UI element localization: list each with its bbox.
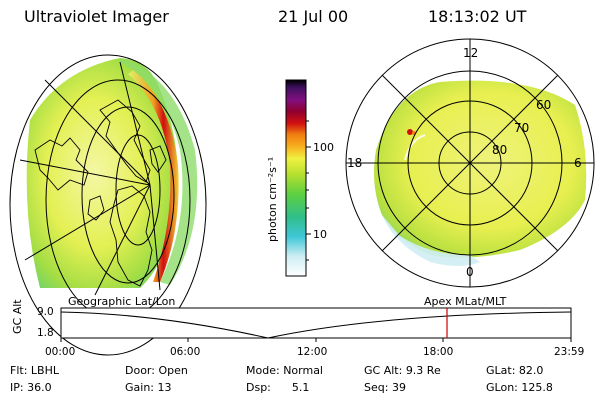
param-door-value: Open bbox=[158, 364, 188, 377]
coastline bbox=[87, 195, 105, 221]
param-flt-label: Flt: bbox=[10, 364, 28, 377]
param-glon-value: 125.8 bbox=[521, 381, 553, 394]
param-dsp-label: Dsp: bbox=[246, 381, 271, 394]
param-gain-label: Gain: bbox=[125, 381, 154, 394]
uv-polar-fill bbox=[374, 80, 587, 258]
param-gain: Gain: 13 bbox=[125, 381, 172, 394]
param-seq-value: 39 bbox=[391, 381, 406, 394]
auroral-oval-band bbox=[128, 70, 179, 282]
coastline bbox=[99, 99, 151, 183]
param-dsp-value: 5.1 bbox=[291, 381, 310, 394]
apex-caption: Apex MLat/MLT bbox=[424, 295, 507, 308]
timeline-ylabel: GC Alt bbox=[11, 299, 24, 334]
param-glon: GLon: 125.8 bbox=[486, 381, 553, 394]
param-ip-label: IP: bbox=[10, 381, 24, 394]
param-mode-value: Normal bbox=[283, 364, 323, 377]
param-ip-value: 36.0 bbox=[27, 381, 52, 394]
timeline-xtick: 06:00 bbox=[170, 346, 201, 358]
colorbar-scale bbox=[285, 79, 307, 277]
mlt-label-12: 12 bbox=[463, 46, 479, 60]
timeline-ytick-max: 9.0 bbox=[37, 306, 54, 318]
param-glon-label: GLon: bbox=[486, 381, 518, 394]
coastline bbox=[34, 137, 89, 191]
param-mode-label: Mode: bbox=[246, 364, 280, 377]
timeline-ytick-min: 1.8 bbox=[37, 327, 54, 339]
lat-circle-3 bbox=[81, 106, 175, 284]
param-flt-value: LBHL bbox=[30, 364, 59, 377]
coastline bbox=[149, 145, 167, 173]
timeline-xtick: 00:00 bbox=[45, 346, 76, 358]
timeline-xtick: 23:59 bbox=[554, 346, 585, 358]
param-gcalt-value: 9.3 Re bbox=[405, 364, 441, 377]
instrument-title: Ultraviolet Imager bbox=[24, 7, 169, 26]
meridian-line bbox=[24, 184, 151, 261]
uv-image-rim bbox=[120, 58, 198, 285]
param-glat-label: GLat: bbox=[486, 364, 516, 377]
bright-spot bbox=[407, 129, 413, 135]
meridian-line bbox=[149, 184, 161, 291]
param-glat-value: 82.0 bbox=[518, 364, 544, 377]
lat-label-70: 70 bbox=[514, 121, 530, 135]
param-gcalt-label: GC Alt: bbox=[364, 364, 403, 377]
meridian-line bbox=[19, 159, 151, 186]
timeline-frame bbox=[60, 307, 572, 339]
param-seq: Seq: 39 bbox=[364, 381, 406, 394]
meridian-line bbox=[119, 61, 151, 186]
param-ip: IP: 36.0 bbox=[10, 381, 52, 394]
geographic-caption: Geographic Lat/Lon bbox=[68, 295, 176, 308]
timeline-xtick: 18:00 bbox=[423, 346, 454, 358]
param-gcalt: GC Alt: 9.3 Re bbox=[364, 364, 441, 377]
date-label: 21 Jul 00 bbox=[278, 7, 349, 26]
time-label: 18:13:02 UT bbox=[428, 7, 527, 26]
mlt-label-0: 0 bbox=[466, 265, 474, 279]
colorbar-tick-10: 10 bbox=[313, 228, 327, 241]
param-door-label: Door: bbox=[125, 364, 155, 377]
param-mode: Mode: Normal bbox=[246, 364, 323, 377]
uv-image-fill bbox=[26, 58, 178, 288]
param-glat: GLat: 82.0 bbox=[486, 364, 543, 377]
meridian-line bbox=[44, 79, 151, 186]
param-dsp: Dsp: 5.1 bbox=[246, 381, 309, 394]
coastline bbox=[109, 185, 153, 287]
param-seq-label: Seq: bbox=[364, 381, 389, 394]
lat-label-60: 60 bbox=[536, 98, 552, 112]
lat-label-80: 80 bbox=[492, 143, 508, 157]
param-flt: Flt: LBHL bbox=[10, 364, 59, 377]
mlt-label-18: 18 bbox=[347, 156, 363, 170]
timeline-xtick: 12:00 bbox=[297, 346, 328, 358]
colorbar-tick-100: 100 bbox=[313, 141, 334, 154]
gc-altitude-curve bbox=[60, 311, 572, 339]
lat-circle-1 bbox=[9, 54, 207, 356]
mlt-label-6: 6 bbox=[574, 156, 582, 170]
mlt-diagonal bbox=[381, 74, 559, 252]
meridian-line bbox=[94, 184, 151, 296]
param-gain-value: 13 bbox=[157, 381, 172, 394]
param-door: Door: Open bbox=[125, 364, 188, 377]
